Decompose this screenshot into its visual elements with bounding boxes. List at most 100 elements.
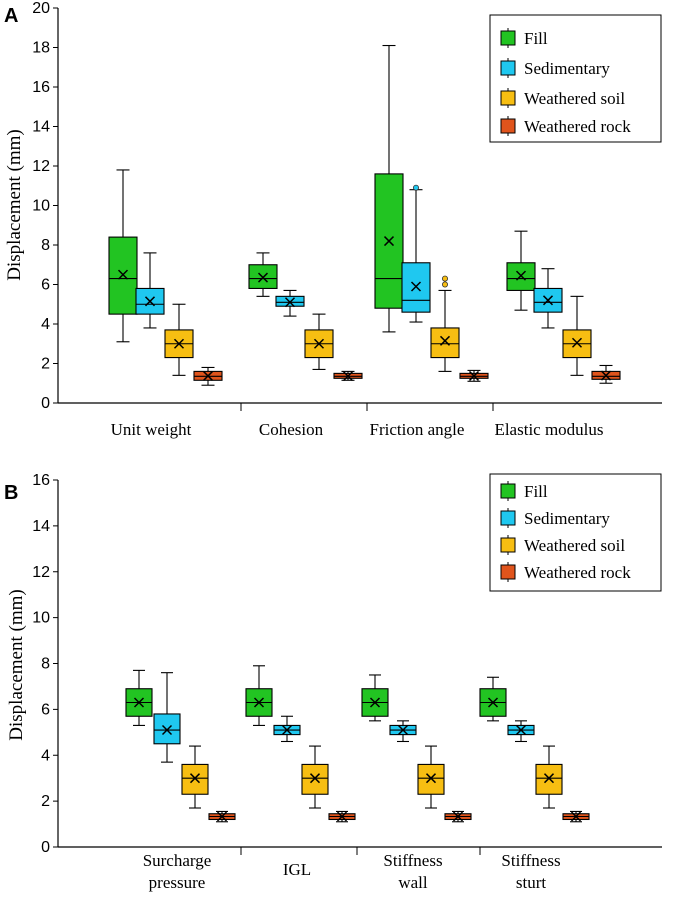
legend-swatch	[500, 483, 516, 499]
box-weathered-rock	[562, 810, 590, 823]
mean-marker	[189, 773, 201, 784]
mean-marker	[336, 811, 348, 822]
box-sedimentary	[533, 268, 563, 329]
plot-area-a: 0 2 4 6 8 10 12 14 16 18 20 Unit weight Cohesion Fric…	[32, 0, 662, 439]
box-sedimentary	[275, 289, 305, 317]
box-fill	[361, 674, 389, 722]
x-category-label: pressure	[149, 873, 206, 892]
mean-marker	[600, 370, 612, 381]
mean-marker	[216, 811, 228, 822]
y-tick-label: 16	[32, 79, 50, 96]
legend-item-weathered-soil: Weathered soil	[500, 88, 625, 108]
box-sedimentary	[135, 252, 165, 329]
mean-marker	[515, 270, 527, 281]
legend-label: Weathered soil	[524, 536, 625, 555]
legend-label: Weathered rock	[524, 117, 631, 136]
mean-marker	[342, 371, 354, 382]
x-category-label: Unit weight	[111, 420, 192, 439]
y-tick-label: 12	[32, 158, 50, 175]
box-fill	[248, 252, 278, 297]
box-weathered-soil	[304, 313, 334, 370]
plot-area-b: 0 2 4 6 8 10 12 14 16 Surcharge pressure IGL Stiffne…	[32, 472, 662, 892]
mean-marker	[257, 272, 269, 283]
box-weathered-rock	[208, 810, 236, 823]
box-iqr	[535, 763, 563, 795]
y-tick-label: 16	[32, 472, 50, 489]
legend-label: Weathered soil	[524, 89, 625, 108]
legend-label: Sedimentary	[524, 509, 610, 528]
legend: Fill Sedimentary Weathered soil Weathered r…	[489, 473, 662, 592]
y-tick-label: 12	[32, 564, 50, 581]
x-category-label: Surcharge	[143, 851, 212, 870]
legend-swatch	[500, 118, 516, 134]
x-category-label: Cohesion	[259, 420, 324, 439]
box-fill	[125, 669, 153, 726]
panel-label-b: B	[4, 482, 18, 504]
y-tick-label: 20	[32, 0, 50, 17]
box-iqr	[181, 763, 209, 795]
mean-marker	[281, 724, 293, 736]
legend-label: Weathered rock	[524, 563, 631, 582]
mean-marker	[284, 297, 296, 308]
mean-marker	[410, 281, 422, 292]
y-tick-label: 4	[41, 316, 50, 333]
mean-marker	[439, 335, 451, 346]
panel-b: B Displacement (mm) 0 2 4 6 8 10 12 14 16 Surchar…	[4, 472, 662, 892]
box-weathered-rock	[193, 366, 223, 386]
mean-marker	[383, 236, 395, 247]
box-weathered-rock	[459, 369, 489, 382]
x-category-label: wall	[398, 873, 428, 892]
mean-marker	[570, 811, 582, 822]
legend-swatch	[500, 510, 516, 526]
y-tick-label: 10	[32, 198, 50, 215]
outlier-point	[441, 281, 448, 288]
box-iqr	[153, 713, 181, 745]
y-tick-label: 8	[41, 656, 50, 673]
box-sedimentary	[153, 672, 181, 763]
box-weathered-rock	[333, 370, 363, 382]
legend-label: Sedimentary	[524, 59, 610, 78]
box-iqr	[417, 763, 445, 795]
legend-swatch	[500, 90, 516, 106]
box-sedimentary	[273, 715, 301, 743]
box-sedimentary	[389, 720, 417, 743]
mean-marker	[173, 338, 185, 349]
legend-swatch	[500, 564, 516, 580]
box-fill	[374, 44, 404, 333]
y-tick-label: 4	[41, 747, 50, 764]
y-tick-label: 8	[41, 237, 50, 254]
box-fill	[479, 676, 507, 722]
mean-marker	[161, 724, 173, 736]
box-weathered-soil	[164, 303, 194, 376]
panel-a: A Displacement (mm) 0 2 4 6 8 10 12 14 16 18 20 Uni…	[4, 0, 662, 439]
y-tick-label: 10	[32, 610, 50, 627]
mean-marker	[253, 697, 265, 708]
legend-item-weathered-rock: Weathered rock	[500, 562, 631, 582]
mean-marker	[313, 338, 325, 349]
box-iqr	[401, 262, 431, 313]
box-weathered-rock	[444, 810, 472, 823]
box-iqr	[301, 763, 329, 795]
mean-marker	[133, 697, 145, 708]
y-axis-title-b: Displacement (mm)	[6, 589, 27, 740]
box-fill	[245, 665, 273, 726]
mean-marker	[202, 370, 214, 381]
mean-marker	[425, 773, 437, 784]
box-fill	[506, 230, 536, 311]
legend-item-fill: Fill	[500, 481, 548, 501]
mean-marker	[309, 773, 321, 784]
x-category-label: Elastic modulus	[494, 420, 603, 439]
box-weathered-soil	[430, 275, 460, 372]
legend-item-sedimentary: Sedimentary	[500, 58, 610, 78]
legend-frame	[489, 473, 662, 592]
legend: Fill Sedimentary Weathered soil Weathered r…	[489, 14, 662, 143]
box-sedimentary	[401, 184, 431, 323]
legend-label: Fill	[524, 482, 548, 501]
y-tick-label: 18	[32, 40, 50, 57]
mean-marker	[571, 337, 583, 348]
mean-marker	[468, 370, 480, 381]
box-sedimentary	[507, 720, 535, 743]
y-tick-label: 14	[32, 119, 50, 136]
y-tick-label: 2	[41, 356, 50, 373]
legend-label: Fill	[524, 29, 548, 48]
